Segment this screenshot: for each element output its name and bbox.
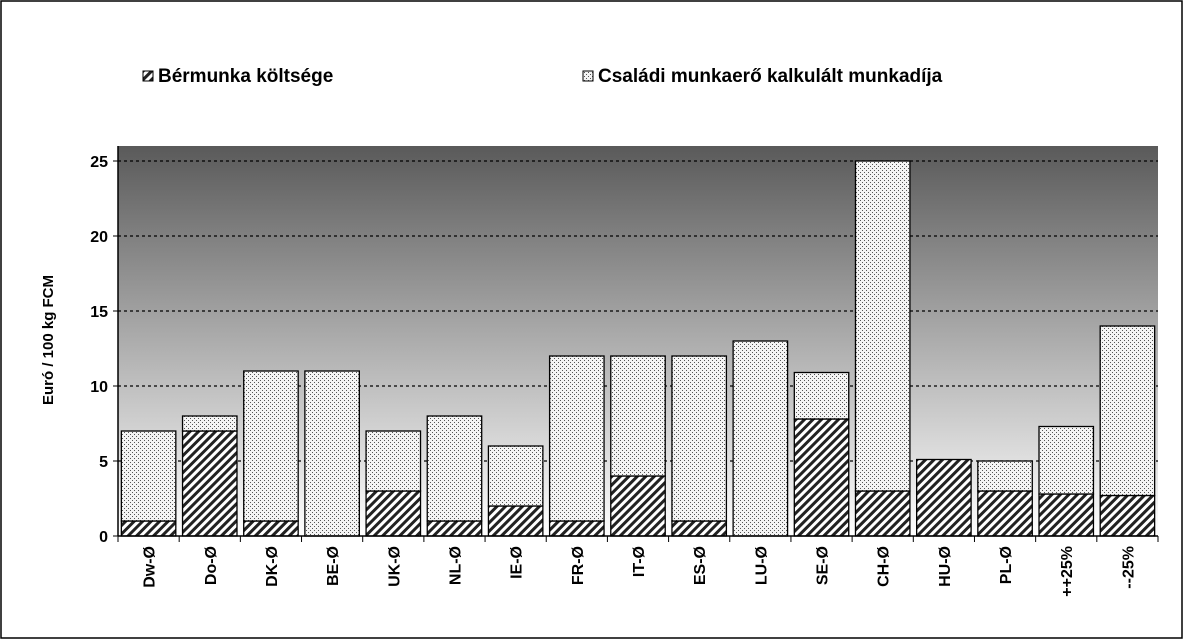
x-tick-label: IT-Ø xyxy=(631,546,648,577)
bar-segment xyxy=(1038,493,1095,537)
bar-segment xyxy=(365,490,422,537)
bar-segment xyxy=(610,475,666,537)
x-tick-label: PL-Ø xyxy=(998,546,1015,584)
x-tick-label: BE-Ø xyxy=(325,546,342,586)
bar-segment xyxy=(120,520,177,537)
x-tick-label: NL-Ø xyxy=(447,546,464,585)
legend-swatch xyxy=(582,70,594,82)
bar-segment xyxy=(610,355,666,477)
bar-segment xyxy=(1099,494,1156,537)
x-tick-label: UK-Ø xyxy=(386,546,403,587)
bar-segment xyxy=(1038,425,1095,495)
bar-segment xyxy=(854,160,911,492)
legend-swatch xyxy=(142,70,154,82)
y-tick-label: 25 xyxy=(90,154,108,171)
x-tick-label: HU-Ø xyxy=(937,546,954,587)
y-tick-label: 15 xyxy=(90,304,108,321)
x-tick-label: ++25% xyxy=(1059,546,1076,597)
bar-segment xyxy=(671,355,728,522)
bar-segment xyxy=(732,340,789,537)
bar-segment xyxy=(548,520,605,537)
x-tick-label: SE-Ø xyxy=(815,546,832,585)
bar-segment xyxy=(977,490,1033,537)
legend-label: Családi munkaerő kalkulált munkadíja xyxy=(598,66,943,87)
x-tick-label: CH-Ø xyxy=(876,546,893,587)
y-tick-label: 20 xyxy=(90,229,108,246)
x-tick-label: DK-Ø xyxy=(264,546,281,587)
x-tick-label: ES-Ø xyxy=(692,546,709,585)
bar-segment xyxy=(854,490,911,537)
bar-segment xyxy=(181,430,238,537)
bar-segment xyxy=(426,520,483,537)
bar-segment xyxy=(243,370,299,522)
legend-label: Bérmunka költsége xyxy=(158,66,333,87)
bar-segment xyxy=(548,355,605,522)
bar-segment xyxy=(120,430,177,522)
bar-segment xyxy=(426,415,483,522)
y-tick-label: 5 xyxy=(99,454,108,471)
bar-segment xyxy=(793,371,850,420)
x-tick-label: Do-Ø xyxy=(203,546,220,585)
bar-segment xyxy=(487,505,544,537)
bar-segment xyxy=(977,460,1033,492)
bar-segment xyxy=(304,370,360,537)
bar-segment xyxy=(671,520,728,537)
bar-segment xyxy=(1099,325,1156,497)
bar-segment xyxy=(916,458,972,537)
bar-segment xyxy=(793,418,850,537)
x-tick-label: Dw-Ø xyxy=(142,546,159,588)
y-axis-label: Euró / 100 kg FCM xyxy=(40,275,57,405)
bar-segment xyxy=(243,520,299,537)
x-tick-label: FR-Ø xyxy=(570,546,587,585)
bar-segment xyxy=(181,415,238,432)
y-tick-label: 0 xyxy=(99,529,108,546)
x-tick-label: IE-Ø xyxy=(509,546,526,579)
bar-segment xyxy=(487,445,544,507)
x-tick-label: --25% xyxy=(1120,546,1137,589)
x-tick-label: LU-Ø xyxy=(753,546,770,585)
bar-segment xyxy=(365,430,422,492)
y-tick-label: 10 xyxy=(90,379,108,396)
